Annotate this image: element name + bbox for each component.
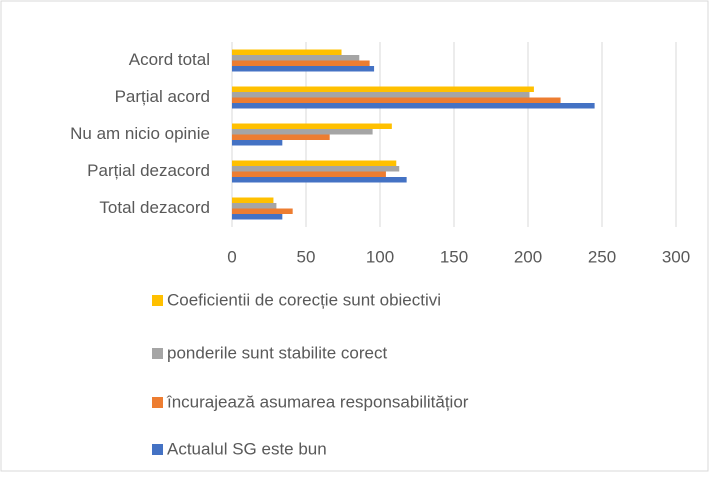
x-tick-label: 250 (588, 247, 616, 266)
bar (232, 97, 561, 103)
legend-swatch (152, 295, 163, 306)
bar (232, 103, 595, 109)
bar (232, 129, 373, 135)
bar (232, 208, 293, 214)
legend-label: Coeficientii de corecție sunt obiectivi (167, 290, 441, 309)
y-tick-label: Parțial dezacord (87, 161, 210, 180)
bar (232, 60, 370, 66)
legend-label: ponderile sunt stabilite corect (167, 343, 387, 362)
y-tick-label: Acord total (129, 50, 210, 69)
bar (232, 160, 397, 166)
x-tick-label: 50 (297, 247, 316, 266)
bar (232, 55, 360, 61)
legend-swatch (152, 397, 163, 408)
bar (232, 140, 283, 146)
legend-swatch (152, 444, 163, 455)
x-tick-label: 200 (514, 247, 542, 266)
legend-label: Actualul SG este bun (167, 439, 327, 458)
x-tick-label: 150 (440, 247, 468, 266)
bar (232, 49, 342, 55)
bar (232, 86, 534, 92)
legend-label: încurajează asumarea responsabilitățior (166, 392, 469, 411)
legend-swatch (152, 348, 163, 359)
bar (232, 92, 530, 98)
bar (232, 214, 283, 220)
bar (232, 177, 407, 183)
bar (232, 166, 400, 172)
y-tick-label: Nu am nicio opinie (70, 124, 210, 143)
bar (232, 134, 330, 140)
bar (232, 203, 277, 209)
bar (232, 66, 375, 72)
x-tick-label: 0 (227, 247, 236, 266)
bar (232, 197, 274, 203)
bar (232, 171, 386, 177)
x-tick-label: 300 (662, 247, 690, 266)
x-tick-label: 100 (366, 247, 394, 266)
bar (232, 123, 392, 129)
y-tick-label: Parțial acord (115, 87, 210, 106)
y-tick-label: Total dezacord (99, 198, 210, 217)
